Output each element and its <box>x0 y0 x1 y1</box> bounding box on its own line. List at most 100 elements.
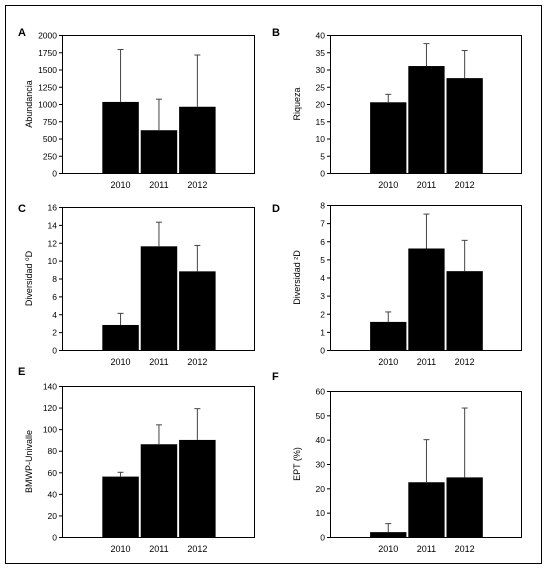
x-tick-label: 2012 <box>455 544 475 554</box>
panel-letter: C <box>18 203 26 215</box>
x-tick-label: 2012 <box>187 357 207 367</box>
y-tick-label: 120 <box>43 403 57 413</box>
y-tick-label: 6 <box>52 292 57 302</box>
y-tick-label: 5 <box>320 151 325 161</box>
y-tick-label: 2 <box>52 328 57 338</box>
y-axis-label: Diversidad ⁰D <box>24 250 34 306</box>
y-axis-label: EPT (%) <box>292 447 302 481</box>
y-tick-label: 0 <box>320 169 325 179</box>
bar <box>408 482 445 537</box>
y-tick-label: 1500 <box>38 65 57 75</box>
y-tick-label: 20 <box>48 511 58 521</box>
y-tick-label: 60 <box>48 468 58 478</box>
y-tick-label: 30 <box>316 460 326 470</box>
y-tick-label: 100 <box>43 425 57 435</box>
y-tick-label: 20 <box>316 484 326 494</box>
y-tick-label: 0 <box>52 169 57 179</box>
x-tick-label: 2010 <box>111 357 131 367</box>
panel-d: D 0 1 2 3 4 5 6 7 8 Diversidad ²D 2010 2011 2012 <box>272 201 522 367</box>
x-tick-label: 2012 <box>455 357 475 367</box>
panel-c: C 0 2 4 6 8 10 12 14 16 Diversidad ⁰D 2010 2011 2012 <box>18 203 255 367</box>
x-tick-label: 2011 <box>149 357 168 367</box>
bar <box>446 78 483 173</box>
plot-frame <box>330 391 522 538</box>
y-tick-label: 1250 <box>38 82 57 92</box>
panel-letter: F <box>272 371 279 383</box>
bar <box>140 444 178 537</box>
y-tick-label: 40 <box>48 489 58 499</box>
x-tick-label: 2011 <box>417 357 436 367</box>
x-tick-label: 2011 <box>417 544 436 554</box>
x-tick-label: 2010 <box>378 357 398 367</box>
bar <box>140 246 178 350</box>
bar <box>102 476 139 537</box>
y-tick-label: 80 <box>48 446 58 456</box>
panel-b: B 0 5 10 15 20 25 30 35 40 Riqueza 2010 2011 2012 <box>272 27 522 190</box>
y-tick-label: 30 <box>316 65 326 75</box>
y-tick-label: 0 <box>320 346 325 356</box>
y-tick-label: 500 <box>43 134 57 144</box>
bar <box>179 106 216 173</box>
y-tick-label: 0 <box>320 533 325 543</box>
x-tick-label: 2010 <box>111 180 131 190</box>
plot-frame <box>62 35 255 174</box>
bar <box>408 248 445 350</box>
y-tick-label: 20 <box>316 100 326 110</box>
y-tick-label: 16 <box>48 203 58 213</box>
x-tick-label: 2010 <box>378 180 398 190</box>
y-tick-label: 60 <box>316 387 326 397</box>
y-tick-label: 7 <box>320 219 325 229</box>
plot-frame <box>62 207 255 351</box>
bar <box>102 324 139 350</box>
y-tick-label: 35 <box>316 48 326 58</box>
y-tick-label: 5 <box>320 255 325 265</box>
y-tick-label: 4 <box>320 273 325 283</box>
y-tick-label: 12 <box>48 238 58 248</box>
y-axis-label: Abundancia <box>24 80 34 128</box>
y-tick-label: 10 <box>316 134 326 144</box>
panel-letter: E <box>18 366 25 378</box>
x-tick-label: 2012 <box>187 544 207 554</box>
bar <box>179 439 216 537</box>
plot-frame <box>62 386 255 538</box>
y-tick-label: 6 <box>320 237 325 247</box>
x-tick-label: 2012 <box>455 180 475 190</box>
y-tick-label: 10 <box>316 508 326 518</box>
x-tick-label: 2011 <box>149 544 168 554</box>
x-tick-label: 2011 <box>149 180 168 190</box>
plot-frame <box>330 35 522 174</box>
y-axis-label: BMWP-Univalle <box>24 430 34 493</box>
panel-e: E 0 20 40 60 80 100 120 140 BMWP-Univalle 2010 2011… <box>18 366 255 554</box>
y-axis-label: Diversidad ²D <box>292 250 302 305</box>
panel-a: A 0 250 500 750 1000 1250 1500 1750 2000 Abundanci… <box>18 27 255 190</box>
bar <box>140 130 178 173</box>
y-tick-label: 750 <box>43 117 57 127</box>
y-tick-label: 250 <box>43 151 57 161</box>
y-tick-label: 10 <box>48 256 58 266</box>
bar <box>446 271 483 350</box>
bar <box>370 321 407 350</box>
y-tick-label: 1750 <box>38 48 57 58</box>
y-tick-label: 40 <box>316 31 326 41</box>
x-tick-label: 2012 <box>187 180 207 190</box>
y-tick-label: 1000 <box>38 100 57 110</box>
panel-letter: A <box>18 27 26 39</box>
y-tick-label: 2 <box>320 309 325 319</box>
y-axis-label: Riqueza <box>292 87 302 120</box>
y-tick-label: 40 <box>316 435 326 445</box>
x-tick-label: 2011 <box>417 180 436 190</box>
y-tick-label: 15 <box>316 117 326 127</box>
y-tick-label: 3 <box>320 291 325 301</box>
panel-f: F 0 10 20 30 40 50 60 EPT (%) 2010 2011 2012 <box>272 371 522 554</box>
panel-letter: B <box>272 27 280 39</box>
y-tick-label: 2000 <box>38 31 57 41</box>
y-tick-label: 0 <box>52 533 57 543</box>
y-tick-label: 1 <box>320 327 325 337</box>
bar <box>446 477 483 537</box>
bar <box>370 102 407 173</box>
bar <box>102 101 139 173</box>
y-tick-label: 50 <box>316 411 326 421</box>
x-tick-label: 2010 <box>378 544 398 554</box>
y-tick-label: 8 <box>320 201 325 211</box>
